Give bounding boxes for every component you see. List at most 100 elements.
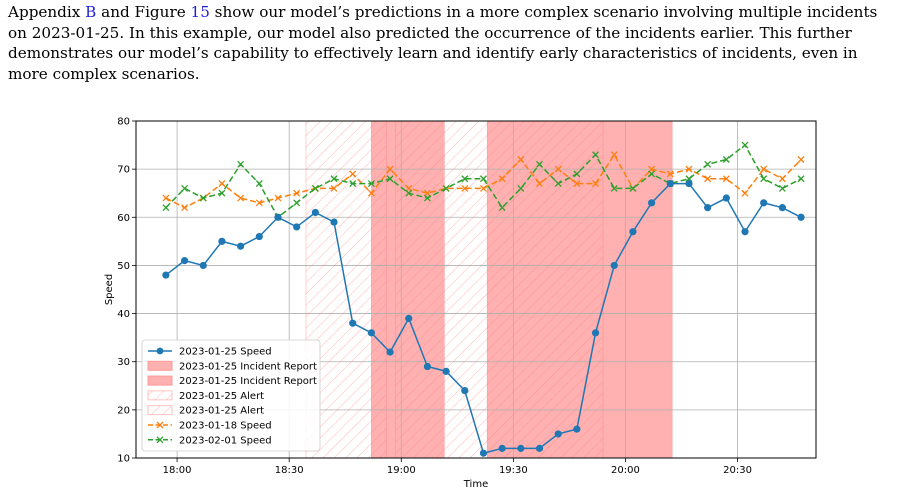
data-point (573, 180, 581, 188)
data-point (704, 160, 712, 168)
data-point (311, 184, 319, 192)
data-point (386, 165, 394, 173)
y-axis-label: Speed (104, 274, 115, 305)
legend-label: 2023-01-25 Incident Report (179, 376, 317, 387)
data-point (498, 444, 506, 452)
data-point (367, 329, 375, 337)
data-point (330, 175, 338, 183)
legend-label: 2023-01-25 Alert (179, 406, 264, 417)
data-point (237, 242, 245, 250)
x-axis-label: Time (463, 479, 488, 490)
data-point (480, 184, 487, 192)
legend-entry: 2023-01-25 Incident Report (147, 360, 317, 372)
data-point (536, 160, 543, 168)
data-point (180, 257, 189, 265)
body-paragraph: Appendix B and Figure 15 show our model’… (8, 2, 913, 84)
paragraph-line: Appendix B and Figure 15 show our model’… (8, 2, 913, 23)
paragraph-text: Appendix (8, 3, 86, 21)
data-point (181, 184, 189, 192)
data-point (461, 387, 469, 395)
data-point (349, 180, 357, 188)
data-point (461, 175, 469, 183)
paragraph-text: show our model’s predictions in a more c… (209, 3, 878, 21)
data-point (218, 189, 226, 197)
data-point (386, 175, 394, 183)
data-point (554, 165, 562, 173)
data-point (554, 180, 562, 188)
legend-label: 2023-01-25 Incident Report (179, 361, 317, 372)
data-point (778, 204, 786, 212)
y-tick-label: 80 (117, 117, 130, 128)
plot-frame (135, 120, 817, 459)
y-tick-label: 10 (117, 454, 130, 465)
data-point (592, 180, 600, 188)
data-point (778, 184, 786, 192)
data-point (722, 194, 730, 202)
data-point (237, 194, 245, 202)
data-point (405, 189, 413, 197)
data-point (797, 213, 805, 221)
data-point (629, 228, 637, 236)
y-tick-label: 60 (117, 213, 130, 224)
data-point (293, 189, 301, 197)
data-point (199, 194, 207, 202)
data-point (704, 175, 712, 183)
paragraph-line: demonstrates our model’s capability to e… (8, 43, 913, 64)
data-point (685, 179, 693, 188)
y-tick-label: 30 (117, 357, 130, 368)
data-point (218, 237, 226, 245)
x-tick-label: 18:00 (163, 465, 192, 476)
data-point (255, 199, 263, 207)
paragraph-text: on 2023-01-25. In this example, our mode… (8, 23, 852, 42)
data-point (517, 184, 525, 192)
data-point (760, 165, 768, 173)
data-point (311, 208, 319, 217)
data-point (797, 156, 805, 163)
data-point (535, 444, 544, 452)
data-point (573, 425, 581, 433)
data-point (181, 204, 189, 212)
data-point (629, 184, 637, 192)
paragraph-line: on 2023-01-25. In this example, our mode… (8, 23, 913, 44)
series-line (165, 153, 802, 209)
data-point (760, 199, 768, 207)
data-point (461, 184, 469, 192)
legend-entry: 2023-01-25 Alert (147, 405, 264, 417)
chart-legend: 2023-01-25 Speed 2023-01-25 Incident Repo… (141, 339, 321, 452)
data-point (442, 184, 450, 192)
data-point (610, 184, 618, 192)
data-point (591, 329, 600, 337)
data-point (648, 170, 656, 178)
data-point (162, 271, 170, 279)
legend-label: 2023-01-25 Alert (179, 391, 264, 402)
data-point (330, 218, 338, 226)
data-point (797, 175, 805, 183)
legend-entry: 2023-02-01 Speed (148, 435, 272, 446)
legend-label: 2023-01-18 Speed (179, 421, 272, 432)
legend-entry: 2023-01-18 Speed (148, 421, 272, 432)
data-point (517, 156, 525, 163)
data-point (293, 223, 301, 231)
data-point (479, 449, 488, 457)
data-point (666, 179, 674, 188)
y-tick-label: 20 (117, 405, 130, 416)
data-point (517, 444, 525, 452)
x-tick-label: 18:30 (275, 465, 304, 476)
legend-label: 2023-01-25 Speed (179, 347, 272, 358)
data-point (423, 362, 432, 371)
cross-reference-link[interactable]: B (85, 3, 97, 21)
data-point (592, 151, 600, 159)
x-tick-label: 19:00 (387, 465, 416, 476)
data-point (274, 194, 282, 202)
data-point (741, 189, 749, 197)
data-point (255, 180, 263, 188)
data-point (386, 348, 394, 356)
data-point (741, 228, 749, 236)
data-point (536, 180, 543, 188)
data-point (704, 204, 712, 212)
data-point (573, 170, 581, 178)
data-point (405, 314, 413, 322)
data-point (498, 175, 506, 183)
cross-reference-link[interactable]: 15 (190, 3, 210, 21)
